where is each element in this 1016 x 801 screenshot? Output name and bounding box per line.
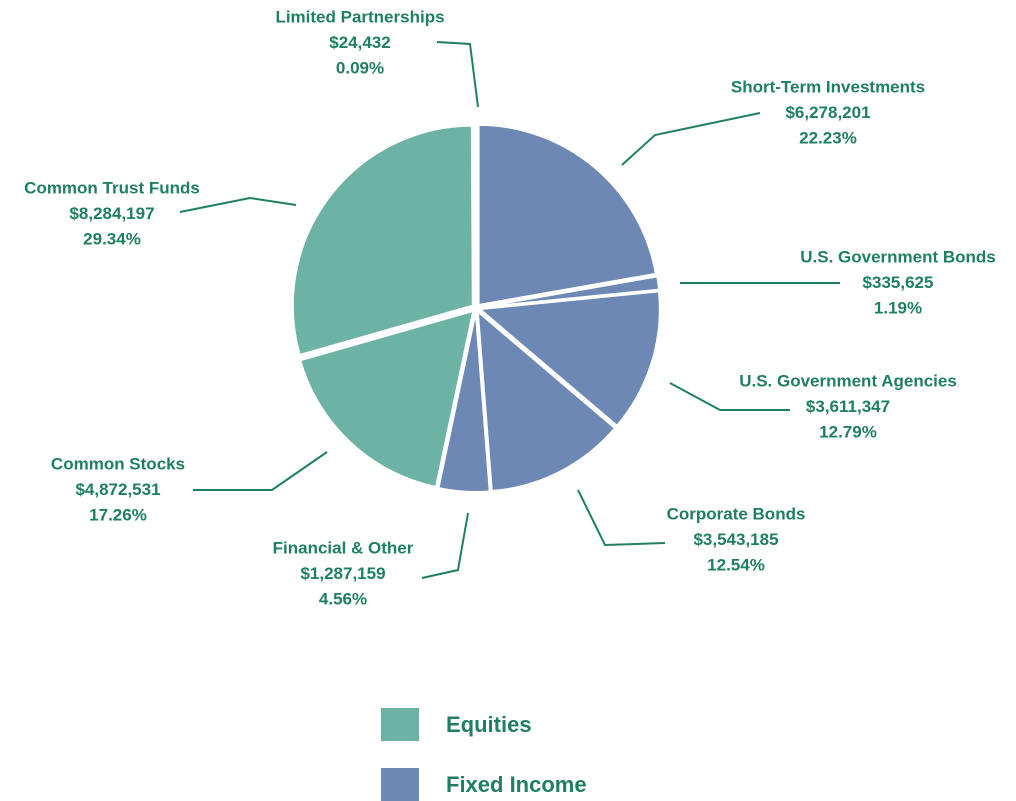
slice-label: Common Stocks [51,454,185,473]
leader-line [577,489,666,547]
pie-slice [477,123,658,307]
leader-line [193,451,328,491]
leader-line [421,512,469,579]
slice-label: 12.79% [819,422,877,441]
pie-slice [476,309,617,493]
pie-slice [298,309,475,489]
slice-label: 0.09% [336,58,384,77]
leader-line [669,382,790,411]
slice-label: Common Trust Funds [24,178,200,197]
pie-slice [474,122,477,305]
leader-line [621,112,761,166]
slice-label: 12.54% [707,555,765,574]
slice-label: Short-Term Investments [731,77,925,96]
slice-label: $6,278,201 [785,103,870,122]
slice-label: 4.56% [319,589,367,608]
pie-slice [437,311,491,493]
legend-label: Equities [446,712,532,737]
slice-label: Limited Partnerships [275,7,444,26]
slice-label: U.S. Government Bonds [800,247,996,266]
slice-label: Financial & Other [273,538,414,557]
slice-label: 29.34% [83,229,141,248]
leader-line [436,41,479,108]
pie-slice [477,290,661,428]
legend-swatch [381,768,419,801]
slice-label: $3,611,347 [806,397,890,416]
legend-swatch [381,708,419,741]
slice-label: $24,432 [329,33,390,52]
pie-slice [479,275,661,309]
slice-label: 22.23% [799,128,857,147]
slice-label: $1,287,159 [300,564,385,583]
slice-label: 17.26% [89,505,147,524]
slice-label: $335,625 [863,273,934,292]
slice-label: U.S. Government Agencies [739,371,957,390]
slice-label: 1.19% [874,298,922,317]
slice-label: $8,284,197 [69,204,154,223]
slice-label: $3,543,185 [693,530,778,549]
slice-label: Corporate Bonds [667,504,806,523]
pie-slice [291,124,474,357]
legend-label: Fixed Income [446,772,587,797]
leader-line [179,196,297,213]
slice-label: $4,872,531 [75,480,160,499]
